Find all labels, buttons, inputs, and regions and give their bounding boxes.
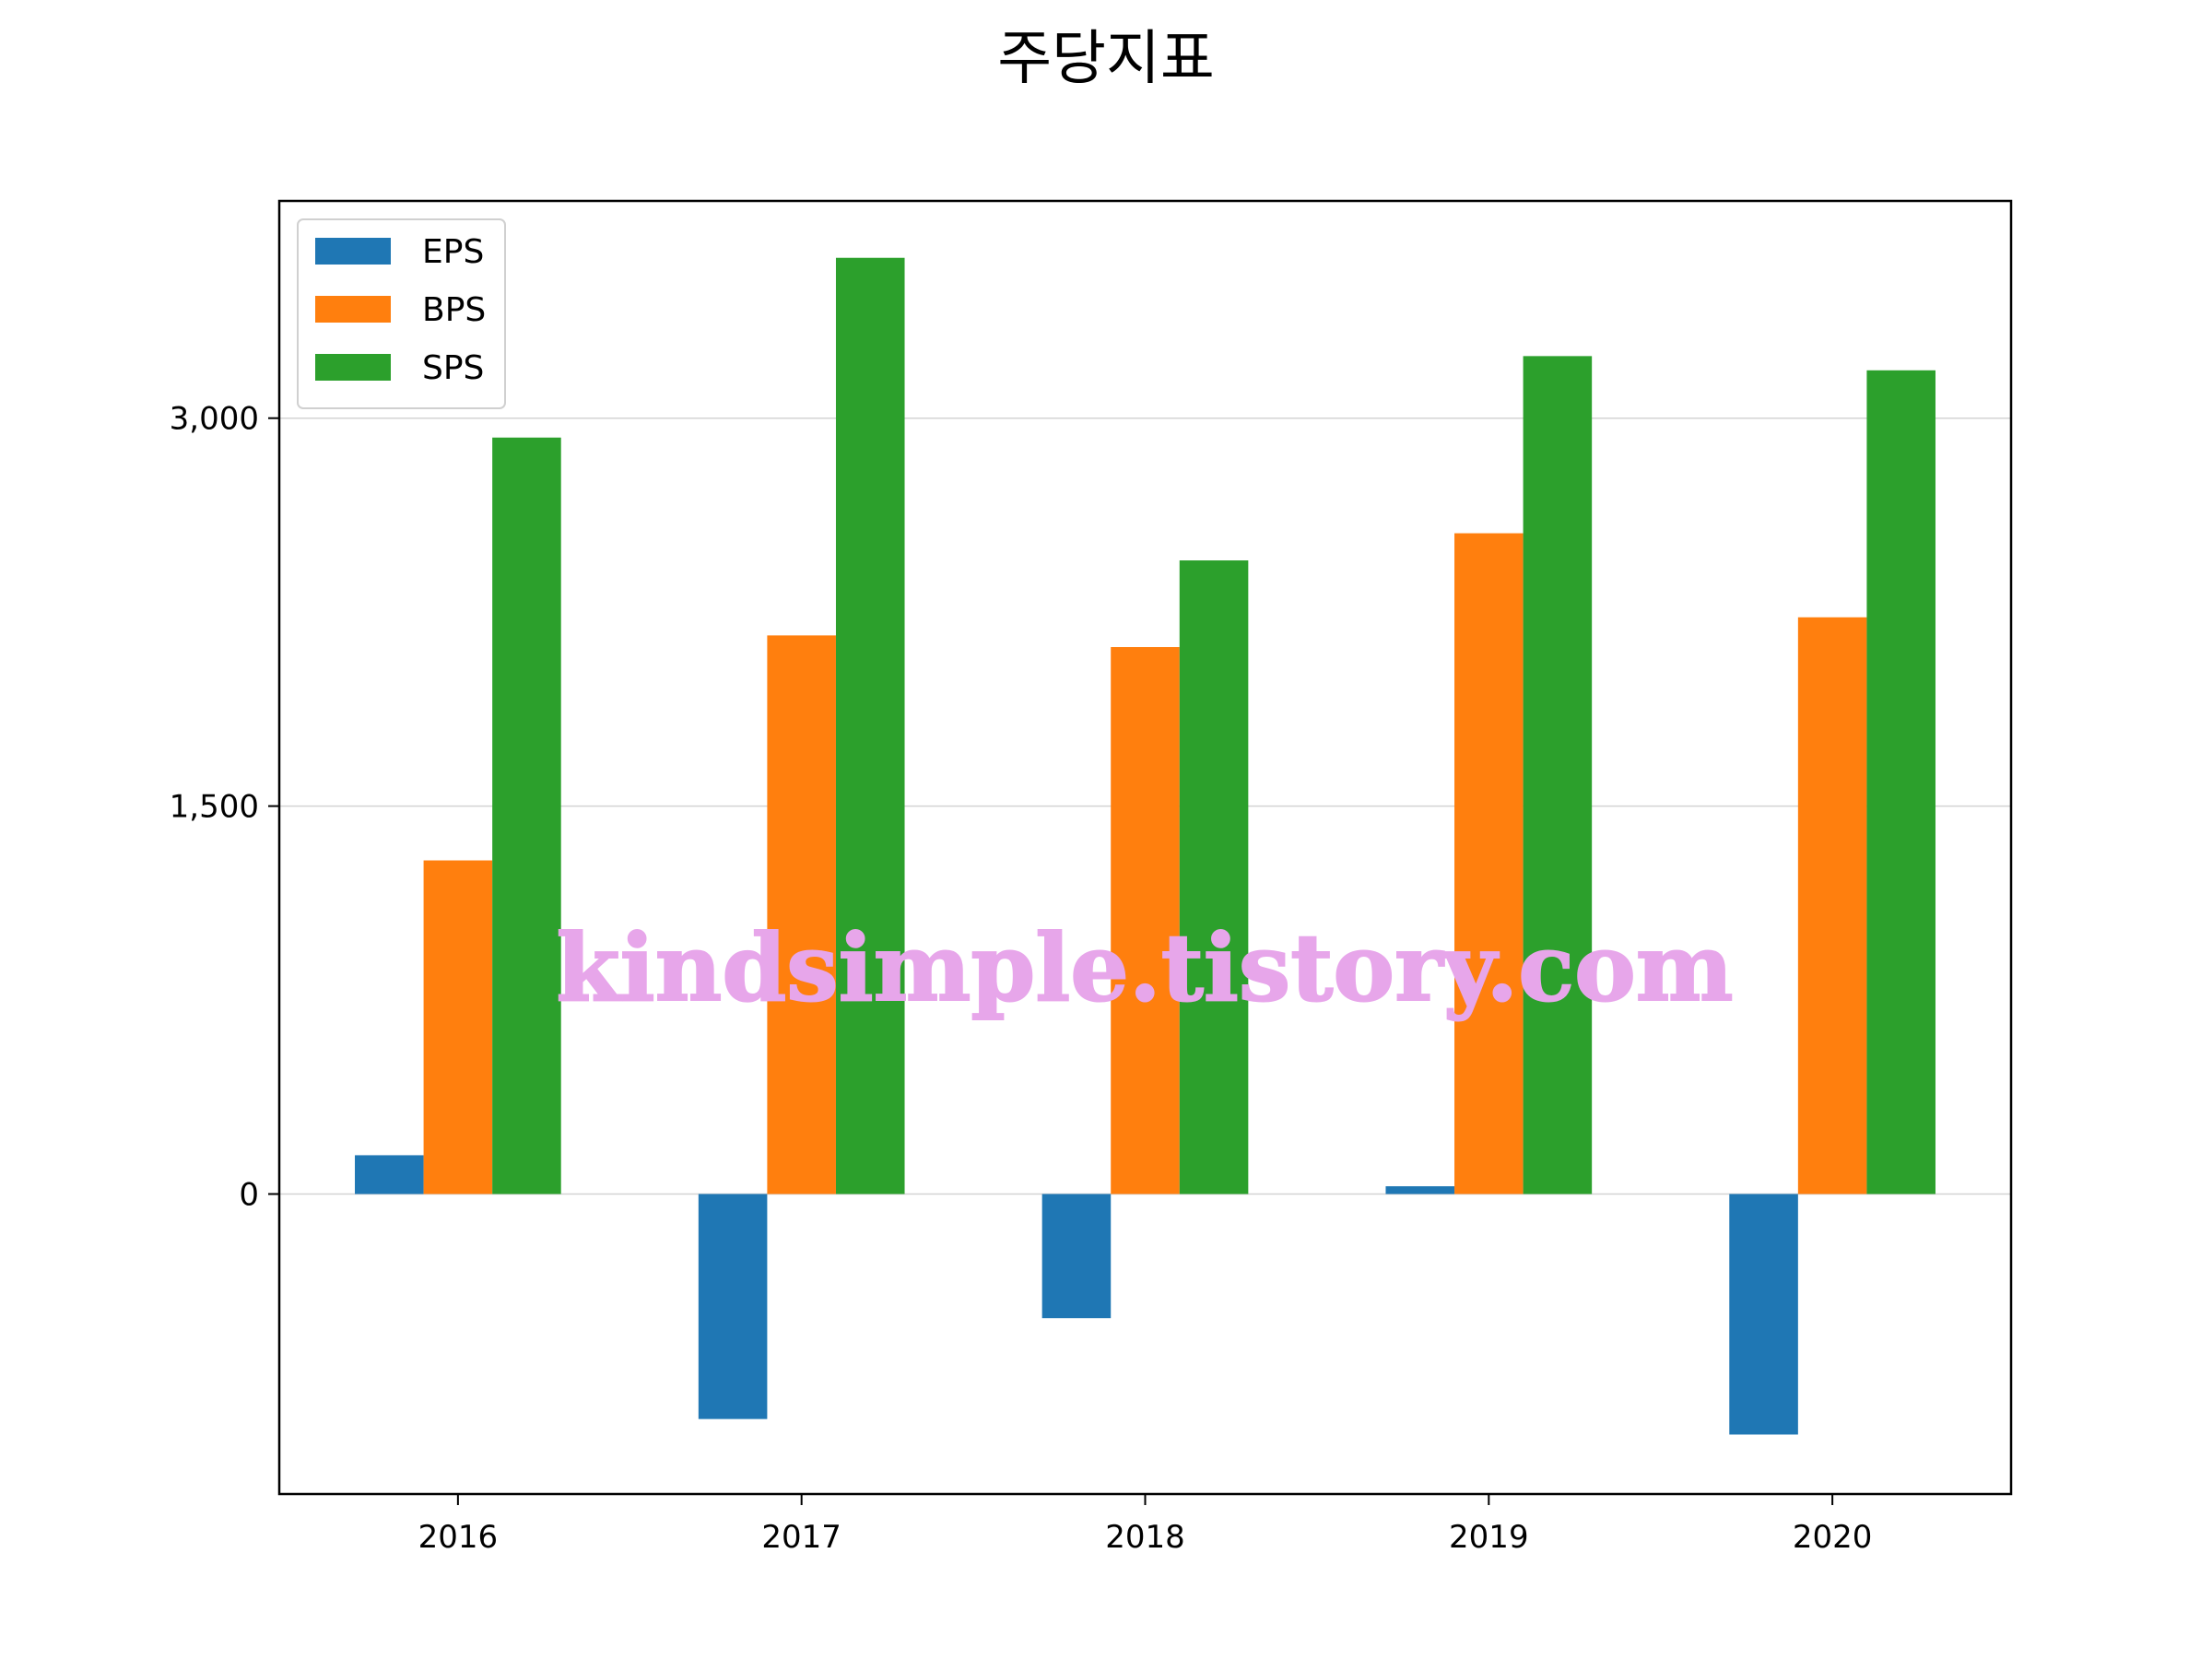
- chart-title: 주당지표: [997, 25, 1215, 93]
- bar-bps-2018: [1111, 647, 1180, 1194]
- bar-bps-2016: [423, 860, 493, 1194]
- bar-eps-2019: [1385, 1186, 1455, 1194]
- bar-sps-2016: [492, 437, 561, 1194]
- y-axis: 0 1,500 3,000: [170, 401, 279, 1214]
- x-tick-label: 2017: [761, 1519, 841, 1556]
- bar-sps-2018: [1179, 560, 1249, 1194]
- bar-eps-2016: [355, 1155, 424, 1194]
- bar-sps-2019: [1523, 356, 1593, 1194]
- bar-bps-2019: [1454, 533, 1524, 1194]
- x-tick-label: 2020: [1793, 1519, 1873, 1556]
- watermark-text: kindsimple.tistory.com: [556, 913, 1733, 1022]
- legend-label-sps: SPS: [422, 349, 484, 387]
- bar-eps-2020: [1729, 1194, 1798, 1435]
- legend-swatch-bps: [315, 296, 391, 323]
- bar-eps-2017: [698, 1194, 768, 1419]
- legend-label-bps: BPS: [422, 291, 486, 329]
- y-tick-label: 3,000: [170, 401, 259, 438]
- x-axis: 2016 2017 2018 2019 2020: [418, 1494, 1873, 1556]
- bar-bps-2020: [1797, 617, 1867, 1194]
- legend-label-eps: EPS: [422, 233, 484, 271]
- legend: EPS BPS SPS: [297, 218, 506, 409]
- bar-sps-2017: [835, 257, 905, 1194]
- x-tick-label: 2019: [1449, 1519, 1529, 1556]
- y-tick-label: 1,500: [170, 789, 259, 826]
- legend-swatch-sps: [315, 354, 391, 381]
- y-tick-label: 0: [239, 1177, 259, 1214]
- bars: [355, 257, 1936, 1435]
- bar-bps-2017: [767, 635, 836, 1194]
- legend-swatch-eps: [315, 238, 391, 265]
- x-tick-label: 2016: [418, 1519, 499, 1556]
- bar-sps-2020: [1866, 370, 1936, 1194]
- x-tick-label: 2018: [1105, 1519, 1185, 1556]
- bar-eps-2018: [1041, 1194, 1112, 1319]
